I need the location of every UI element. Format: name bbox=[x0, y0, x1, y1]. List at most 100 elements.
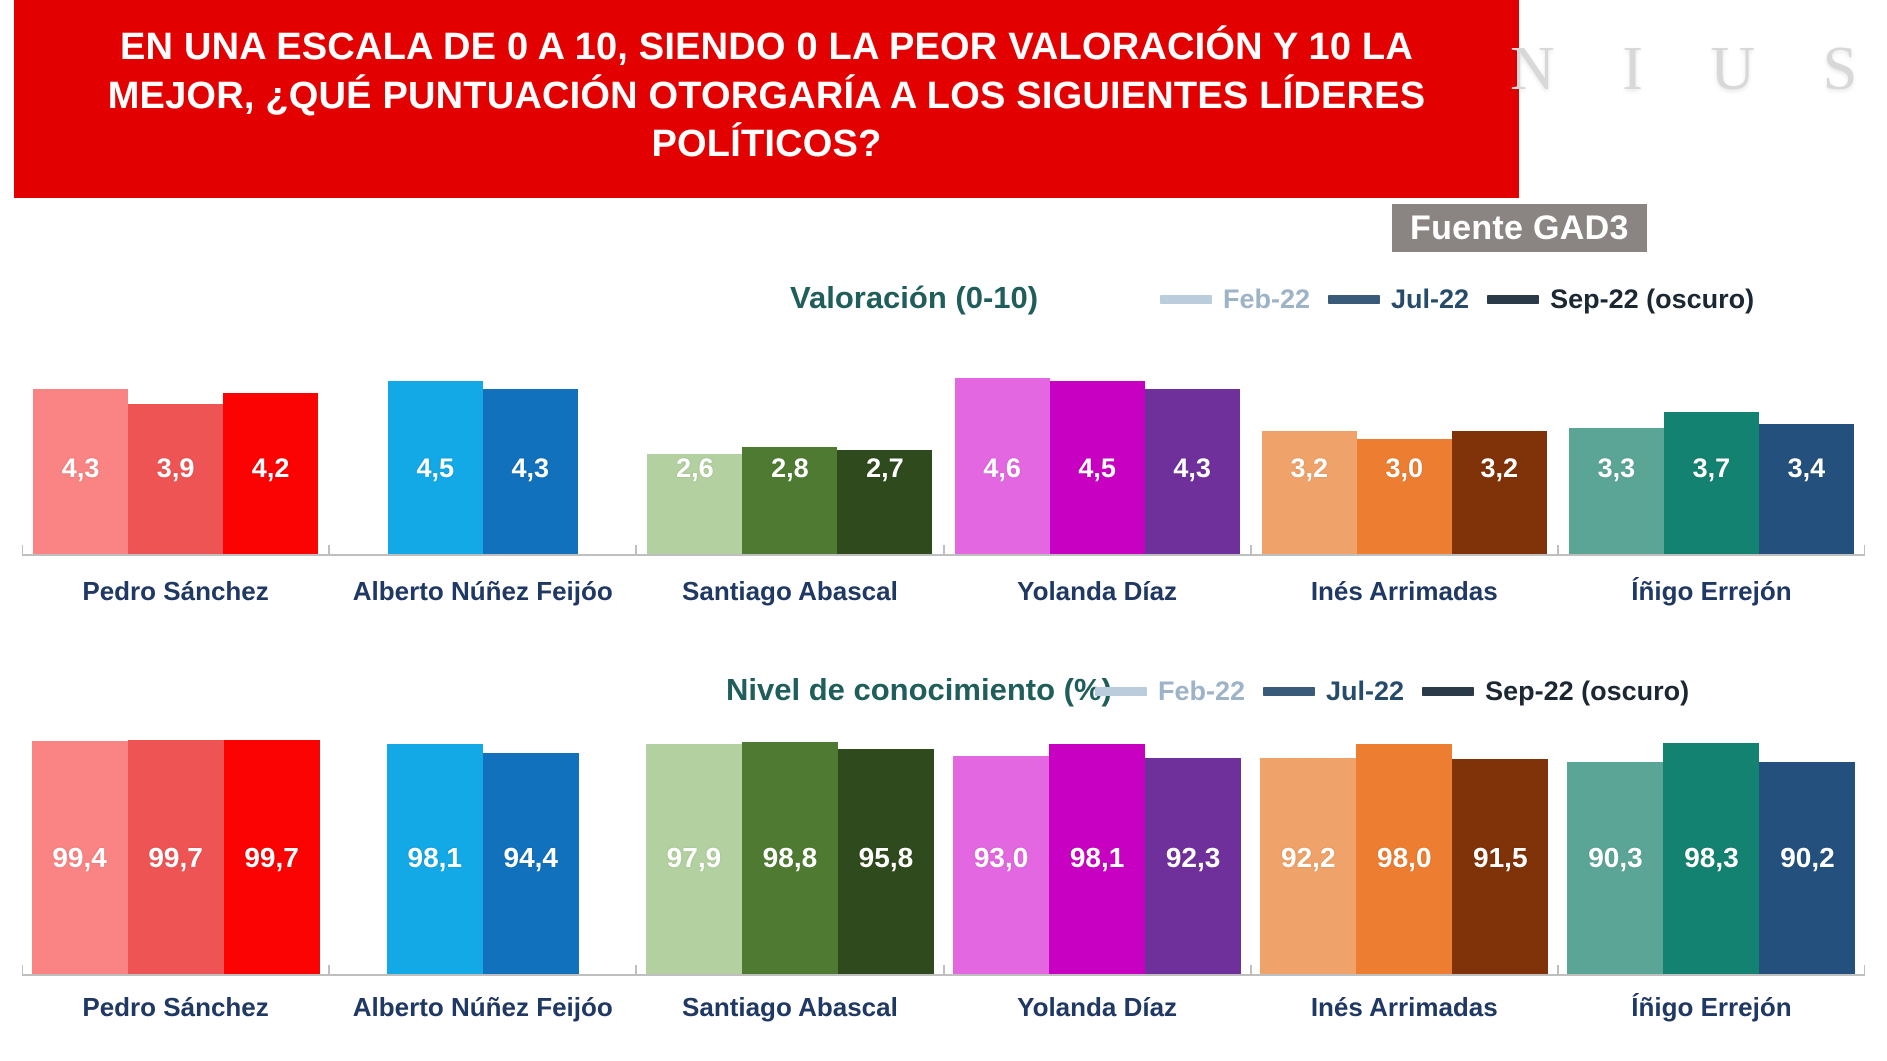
axis-tick bbox=[942, 545, 944, 556]
bar[interactable]: 3,7 bbox=[1663, 412, 1759, 554]
bar[interactable]: 3,4 bbox=[1758, 424, 1854, 554]
conocimiento-category-label-4: Inés Arrimadas bbox=[1310, 992, 1498, 1022]
source-badge-label: Fuente GAD3 bbox=[1410, 208, 1629, 247]
chart-valoracion: Valoración (0-10) Feb-22 Jul-22 Sep-22 (os… bbox=[0, 276, 1887, 646]
conocimiento-group-2: 97,9 98,8 95,8 bbox=[636, 716, 944, 976]
bar[interactable]: 4,5 bbox=[1049, 381, 1145, 554]
bar-value-label: 2,7 bbox=[866, 453, 904, 483]
bar[interactable]: 2,6 bbox=[647, 453, 743, 554]
conocimiento-group-0: 99,4 99,7 99,7 bbox=[22, 716, 330, 976]
bar[interactable]: 98,1 bbox=[1049, 744, 1146, 974]
bar[interactable]: 92,3 bbox=[1145, 758, 1242, 974]
bar-value-label: 97,9 bbox=[666, 842, 722, 873]
chart-valoracion-header: Valoración (0-10) Feb-22 Jul-22 Sep-22 (os… bbox=[0, 276, 1887, 324]
bar[interactable]: 98,1 bbox=[386, 744, 483, 974]
bar-value-label: 99,4 bbox=[52, 842, 107, 873]
conocimiento-legend-item-2[interactable]: Sep-22 (oscuro) bbox=[1422, 676, 1689, 707]
valoracion-group-0: 4,3 3,9 4,2 bbox=[22, 324, 330, 556]
conocimiento-legend-item-0[interactable]: Feb-22 bbox=[1095, 676, 1245, 707]
axis-tick bbox=[1249, 545, 1251, 556]
bar[interactable]: 99,7 bbox=[127, 740, 224, 974]
bar[interactable]: 4,6 bbox=[954, 378, 1050, 554]
bar-value-label: 4,3 bbox=[1173, 453, 1211, 483]
bar[interactable]: 3,9 bbox=[128, 404, 224, 554]
axis-tick bbox=[1556, 545, 1558, 556]
conocimiento-category-label-1: Alberto Núñez Feijóo bbox=[352, 992, 613, 1022]
bar-value-label: 94,4 bbox=[503, 842, 559, 873]
axis-tick bbox=[328, 965, 330, 976]
conocimiento-legend-label: Feb-22 bbox=[1158, 676, 1246, 706]
conocimiento-group-3: 93,0 98,1 92,3 bbox=[943, 716, 1251, 976]
bar-value-label: 3,4 bbox=[1787, 453, 1826, 483]
bar[interactable]: 4,3 bbox=[482, 389, 578, 554]
axis-tick bbox=[635, 965, 637, 976]
bar[interactable]: 95,8 bbox=[837, 749, 934, 974]
bar-group: 4,3 3,9 4,2 bbox=[33, 324, 319, 554]
bar[interactable]: 2,7 bbox=[837, 450, 933, 554]
valoracion-category-label-3: Yolanda Díaz bbox=[1017, 576, 1178, 606]
valoracion-legend-label: Jul-22 bbox=[1391, 284, 1470, 314]
nius-logo-watermark: N I U S bbox=[1510, 35, 1884, 103]
conocimiento-category-label-3: Yolanda Díaz bbox=[1017, 992, 1178, 1022]
bar-value-label: 91,5 bbox=[1473, 842, 1528, 873]
bar-value-label: 4,5 bbox=[416, 453, 455, 483]
conocimiento-legend-item-1[interactable]: Jul-22 bbox=[1263, 676, 1404, 707]
chart-conocimiento-title: Nivel de conocimiento (%) bbox=[726, 672, 1112, 707]
conocimiento-group-1: 98,1 94,4 bbox=[329, 716, 637, 976]
valoracion-group-3: 4,6 4,5 4,3 bbox=[943, 324, 1251, 556]
chart-valoracion-category-labels: Pedro Sánchez Alberto Núñez Feijóo Santiag… bbox=[22, 556, 1865, 607]
valoracion-category-label-2: Santiago Abascal bbox=[682, 576, 898, 606]
bar-value-label: 98,1 bbox=[407, 842, 463, 873]
bar-value-label: 99,7 bbox=[244, 842, 299, 873]
valoracion-category-label-5: Íñigo Errejón bbox=[1631, 576, 1792, 606]
bar-group: 93,0 98,1 92,3 bbox=[953, 716, 1242, 974]
bar[interactable]: 4,2 bbox=[223, 393, 319, 554]
bar-value-label: 98,0 bbox=[1377, 842, 1432, 873]
bar[interactable]: 98,3 bbox=[1663, 743, 1760, 974]
conocimiento-legend-label: Sep-22 (oscuro) bbox=[1485, 676, 1690, 706]
legend-swatch-icon bbox=[1422, 687, 1475, 696]
bar-value-label: 4,3 bbox=[61, 453, 100, 483]
bar[interactable]: 2,8 bbox=[742, 447, 838, 554]
legend-swatch-icon bbox=[1487, 295, 1540, 304]
bar-value-label: 3,9 bbox=[156, 453, 195, 483]
bar[interactable]: 3,0 bbox=[1356, 439, 1452, 554]
axis-tick bbox=[635, 545, 637, 556]
bar-value-label: 3,3 bbox=[1597, 453, 1636, 483]
bar[interactable]: 99,7 bbox=[223, 740, 320, 974]
bar-value-label: 98,1 bbox=[1069, 842, 1125, 873]
bar-value-label: 90,3 bbox=[1588, 842, 1643, 873]
bar[interactable]: 90,2 bbox=[1759, 762, 1856, 974]
bar[interactable]: 90,3 bbox=[1567, 762, 1664, 974]
bar[interactable]: 4,3 bbox=[1144, 389, 1240, 554]
bar-value-label: 2,6 bbox=[676, 453, 714, 483]
bar[interactable]: 99,4 bbox=[31, 741, 128, 974]
bar-group: 2,6 2,8 2,7 bbox=[647, 324, 933, 554]
bar[interactable]: 91,5 bbox=[1452, 759, 1549, 974]
bar[interactable]: 94,4 bbox=[482, 753, 579, 974]
bar[interactable]: 93,0 bbox=[953, 756, 1050, 974]
bar-value-label: 2,8 bbox=[771, 453, 809, 483]
valoracion-legend-label: Sep-22 (oscuro) bbox=[1550, 284, 1755, 314]
bar[interactable]: 3,3 bbox=[1568, 428, 1664, 554]
bar[interactable]: 3,2 bbox=[1261, 431, 1357, 554]
valoracion-legend-label: Feb-22 bbox=[1223, 284, 1311, 314]
legend-swatch-icon bbox=[1328, 295, 1381, 304]
valoracion-legend-item-0[interactable]: Feb-22 bbox=[1160, 284, 1310, 315]
conocimiento-group-5: 90,3 98,3 90,2 bbox=[1557, 716, 1866, 976]
bar[interactable]: 3,2 bbox=[1451, 431, 1547, 554]
bar[interactable]: 98,8 bbox=[741, 742, 838, 974]
bar[interactable]: 92,2 bbox=[1260, 758, 1357, 974]
chart-valoracion-title: Valoración (0-10) bbox=[790, 280, 1039, 315]
bar[interactable]: 98,0 bbox=[1356, 744, 1453, 974]
axis-tick bbox=[1249, 965, 1251, 976]
bar-group: 90,3 98,3 90,2 bbox=[1567, 716, 1856, 974]
valoracion-legend-item-1[interactable]: Jul-22 bbox=[1328, 284, 1469, 315]
chart-conocimiento-plot: 99,4 99,7 99,7 98,1 94,4 97,9 98,8 95,8 93,0 98,1… bbox=[22, 716, 1866, 976]
bar[interactable]: 4,5 bbox=[387, 381, 483, 554]
question-text: EN UNA ESCALA DE 0 A 10, SIENDO 0 LA PEO… bbox=[107, 26, 1426, 166]
bar[interactable]: 97,9 bbox=[645, 744, 742, 974]
valoracion-legend-item-2[interactable]: Sep-22 (oscuro) bbox=[1487, 284, 1754, 315]
valoracion-category-label-0: Pedro Sánchez bbox=[82, 576, 269, 606]
bar[interactable]: 4,3 bbox=[33, 389, 129, 554]
